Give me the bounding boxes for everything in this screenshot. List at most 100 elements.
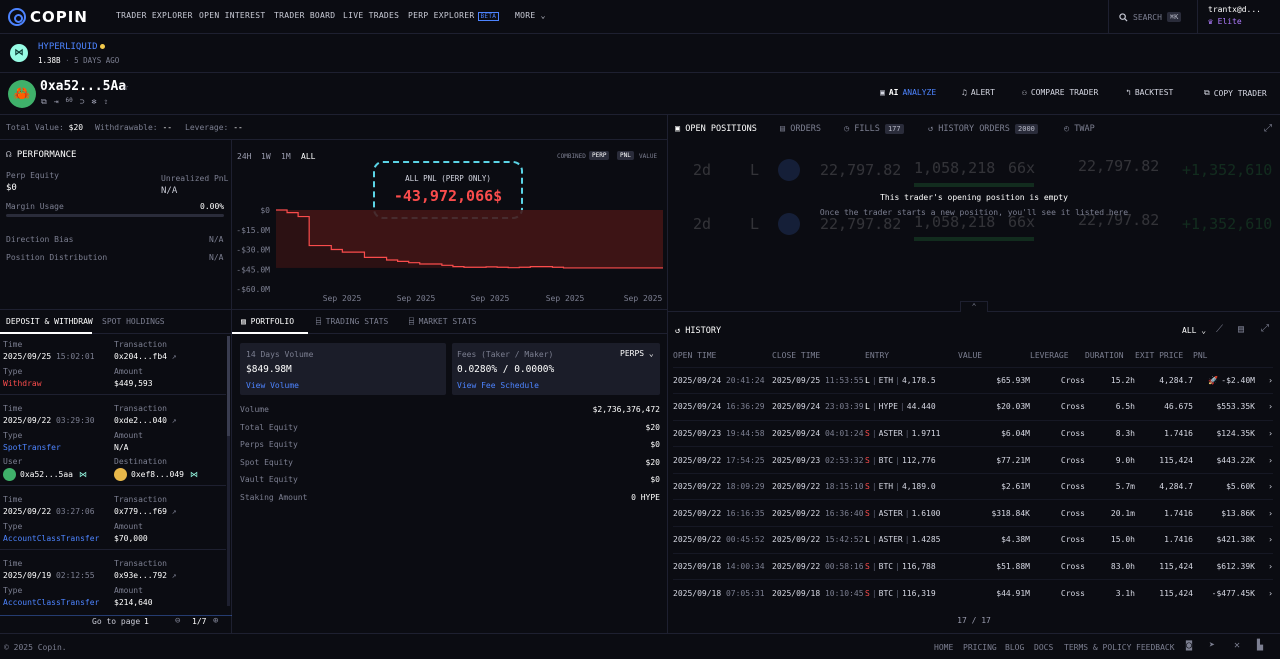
footer-feedback[interactable]: FEEDBACK [1136,643,1175,652]
col-pnl[interactable]: PNL [1193,351,1208,361]
search-button[interactable]: SEARCH ⌘K [1108,0,1198,34]
transaction-link[interactable]: 0x779...f69 ↗ [114,507,177,516]
transaction-link[interactable]: 0x93e...792 ↗ [114,571,177,580]
chevron-right-icon[interactable]: › [1255,366,1273,394]
user-address[interactable]: 0xa52...5aa ⋈ [3,468,87,481]
collapse-handle[interactable]: ⌃ [960,301,988,312]
footer-blog[interactable]: BLOG [1005,643,1025,652]
expand-icon[interactable]: ⤢ [1264,123,1272,134]
table-row[interactable]: 2025/09/18 14:00:34 2025/09/22 00:58:16 S |… [673,552,1273,580]
copy-trader-button[interactable]: ⧉ COPY TRADER [1204,88,1267,98]
share-icon[interactable]: ⇥ [53,97,59,106]
tab-open-positions[interactable]: ▣ OPEN POSITIONS [675,124,757,134]
nav-live-trades[interactable]: LIVE TRADES [343,11,400,20]
copin-icon[interactable]: ▙ [1257,640,1264,651]
col-open-time[interactable]: OPEN TIME [673,351,717,361]
range-all[interactable]: ALL [301,152,316,161]
user-tier[interactable]: ♛ Elite [1208,17,1242,26]
chevron-right-icon[interactable]: › [1255,393,1273,421]
expand-icon[interactable]: ⤢ [1261,323,1269,334]
table-row[interactable]: 2025/09/22 16:16:35 2025/09/22 16:36:40 S |… [673,499,1273,527]
chevron-right-icon[interactable]: › [1255,472,1273,500]
table-row[interactable]: 2025/09/22 18:09:29 2025/09/22 18:15:10 S |… [673,472,1273,500]
discord-icon[interactable]: ◙ [1186,640,1193,651]
nav-trader-board[interactable]: TRADER BOARD [274,11,336,20]
col-entry[interactable]: ENTRY [865,351,890,361]
tab-fills[interactable]: ◷ FILLS 177 [844,124,904,134]
nav-perp-explorer[interactable]: PERP EXPLORER BETA [408,11,500,21]
pnl-chart[interactable]: $0 -$15.0M -$30.0M -$45.0M -$60.0M Sep 2025 Se… [232,200,668,310]
star-icon[interactable]: ☆ [122,80,129,93]
chevron-right-icon[interactable]: › [1255,579,1273,607]
export-icon[interactable]: ⇪ [103,97,109,106]
footer-docs[interactable]: DOCS [1034,643,1054,652]
trader-address[interactable]: 0xa52...5Aa [40,79,127,94]
value-toggle[interactable]: VALUE [639,153,658,160]
pnl-line[interactable] [276,209,663,269]
range-24h[interactable]: 24H [237,152,252,161]
tab-deposit-withdraw[interactable]: DEPOSIT & WITHDRAW [6,317,93,326]
tab-twap[interactable]: ◴ TWAP [1064,124,1095,134]
chevron-right-icon[interactable]: › [1255,446,1273,474]
table-view-icon[interactable]: ▤ [1238,324,1245,335]
leverage: Cross [1030,552,1085,580]
view-volume-link[interactable]: View Volume [246,381,299,390]
col-duration[interactable]: DURATION [1085,351,1124,361]
alert-button[interactable]: ♫ ALERT [962,88,995,97]
page-input[interactable]: 1 [144,617,149,626]
destination-address[interactable]: 0xef8...049 ⋈ [114,468,198,481]
table-row[interactable]: 2025/09/24 20:41:24 2025/09/25 11:53:55 L |… [673,366,1273,394]
chevron-right-icon[interactable]: › [1255,552,1273,580]
tab-market-stats[interactable]: ⌸ MARKET STATS [409,317,476,326]
chevron-right-icon[interactable]: › [1255,499,1273,527]
col-leverage[interactable]: LEVERAGE [1030,351,1069,361]
table-row[interactable]: 2025/09/22 00:45:52 2025/09/22 15:42:52 L |… [673,526,1273,554]
chevron-right-icon[interactable]: › [1255,526,1273,554]
nav-trader-explorer[interactable]: TRADER EXPLORER [116,11,193,20]
backtest-button[interactable]: ↰ BACKTEST [1126,88,1173,97]
perp-toggle[interactable]: PERP [589,151,610,160]
fee-schedule-link[interactable]: View Fee Schedule [457,381,539,390]
table-row[interactable]: 2025/09/18 07:05:31 2025/09/18 10:10:45 S |… [673,579,1273,607]
copy-icon[interactable]: ⧉ [41,97,47,106]
footer-terms[interactable]: TERMS & POLICY [1064,643,1132,652]
transaction-link[interactable]: 0xde2...040 ↗ [114,416,177,425]
table-row[interactable]: 2025/09/22 17:54:25 2025/09/23 02:53:32 S |… [673,446,1273,474]
gear-icon[interactable]: ✻ [91,97,97,106]
scrollbar[interactable] [227,336,230,606]
compare-trader-button[interactable]: ⚇ COMPARE TRADER [1022,88,1098,97]
col-value[interactable]: VALUE [958,351,983,361]
brand-logo[interactable]: COPIN [8,7,88,27]
next-page-icon[interactable]: ⊕ [213,616,219,626]
transaction-link[interactable]: 0x204...fb4 ↗ [114,352,177,361]
nav-more[interactable]: MORE ⌄ [515,11,546,20]
tab-history-orders[interactable]: ↺ HISTORY ORDERS 2000 [928,124,1038,134]
fee-mode-select[interactable]: PERPS ⌄ [620,349,654,358]
tab-spot-holdings[interactable]: SPOT HOLDINGS [102,317,165,326]
chart-icon[interactable]: 60 [65,97,73,104]
col-exit-price[interactable]: EXIT PRICE [1135,351,1184,361]
prev-page-icon[interactable]: ⊖ [175,616,181,626]
col-close-time[interactable]: CLOSE TIME [772,351,821,361]
tab-trading-stats[interactable]: ⌸ TRADING STATS [316,317,388,326]
nav-open-interest[interactable]: OPEN INTEREST [199,11,266,20]
footer-home[interactable]: HOME [934,643,954,652]
tab-orders[interactable]: ▤ ORDERS [780,124,821,134]
tab-portfolio[interactable]: ▨ PORTFOLIO [241,317,294,326]
chart-view-icon[interactable]: ⟋ [1216,324,1223,335]
table-row[interactable]: 2025/09/23 19:44:58 2025/09/24 04:01:24 S |… [673,419,1273,447]
ai-analyze-button[interactable]: ▣ AI ANALYZE [880,88,936,97]
range-1m[interactable]: 1M [281,152,291,161]
link-icon[interactable]: ⊃ [79,97,85,106]
x-icon[interactable]: ✕ [1234,640,1241,651]
range-1w[interactable]: 1W [261,152,271,161]
chevron-right-icon[interactable]: › [1255,419,1273,447]
footer-pricing[interactable]: PRICING [963,643,997,652]
pnl-toggle[interactable]: PNL [617,151,634,160]
user-email[interactable]: trantx@d... [1208,5,1261,14]
table-row[interactable]: 2025/09/24 16:36:29 2025/09/24 23:03:39 L |… [673,393,1273,421]
history-filter[interactable]: ALL ⌄ [1182,326,1206,335]
combined-toggle[interactable]: COMBINED [557,153,586,160]
telegram-icon[interactable]: ➤ [1209,640,1216,651]
protocol-name[interactable]: HYPERLIQUID [38,42,98,52]
